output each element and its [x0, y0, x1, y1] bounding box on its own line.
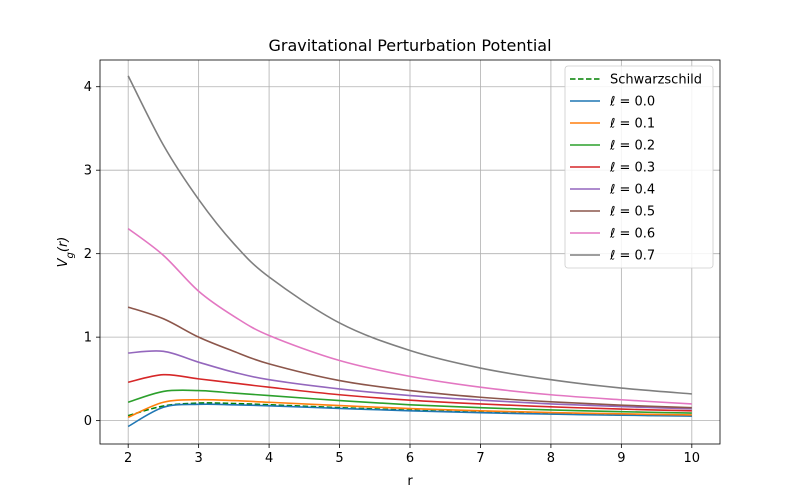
legend-box	[564, 65, 714, 269]
y-tick-label: 2	[84, 247, 92, 262]
legend-label: ℓ = 0.7	[609, 249, 655, 264]
legend: Schwarzschild ℓ = 0.0 ℓ = 0.1 ℓ = 0.2 ℓ = 0.…	[564, 65, 714, 269]
legend-label: ℓ = 0.0	[609, 95, 655, 110]
series-lines	[127, 75, 692, 428]
x-tick-label: 8	[547, 451, 555, 466]
legend-label: Schwarzschild	[610, 73, 702, 88]
series-line-0-2	[127, 389, 692, 414]
y-tick-label: 3	[84, 164, 92, 179]
y-tick-label: 1	[84, 331, 92, 346]
series-line-0-3	[128, 373, 692, 412]
legend-label: ℓ = 0.6	[609, 227, 655, 242]
x-tick-label: 4	[265, 451, 273, 466]
x-axis-label: r	[407, 474, 413, 489]
x-tick-label: 10	[684, 451, 701, 466]
chart-title: Gravitational Perturbation Potential	[268, 36, 551, 55]
axis-ticks: 2 3 4 5 6 7 8 9 10 0 1 2 3 4	[84, 80, 700, 466]
legend-label: ℓ = 0.2	[609, 139, 655, 154]
x-tick-label: 9	[617, 451, 625, 466]
y-axis-label-group: Vg(r)	[56, 237, 76, 268]
x-tick-label: 5	[335, 451, 343, 466]
legend-label: ℓ = 0.4	[609, 183, 655, 198]
y-axis-label: Vg(r)	[56, 237, 76, 268]
series-line-0-1	[127, 398, 692, 419]
x-tick-label: 3	[194, 451, 202, 466]
series-line-0-5	[127, 306, 692, 409]
x-tick-label: 2	[124, 451, 132, 466]
y-tick-label: 0	[84, 414, 92, 429]
series-line-0-4	[128, 350, 692, 410]
y-tick-label: 4	[84, 80, 92, 95]
series-line-0-0	[127, 403, 692, 428]
series-line-0-6	[127, 227, 692, 405]
series-line-0-7	[127, 75, 692, 395]
x-tick-label: 7	[476, 451, 484, 466]
legend-label: ℓ = 0.1	[609, 117, 655, 132]
legend-label: ℓ = 0.3	[609, 161, 655, 176]
x-tick-label: 6	[406, 451, 414, 466]
legend-label: ℓ = 0.5	[609, 205, 655, 220]
